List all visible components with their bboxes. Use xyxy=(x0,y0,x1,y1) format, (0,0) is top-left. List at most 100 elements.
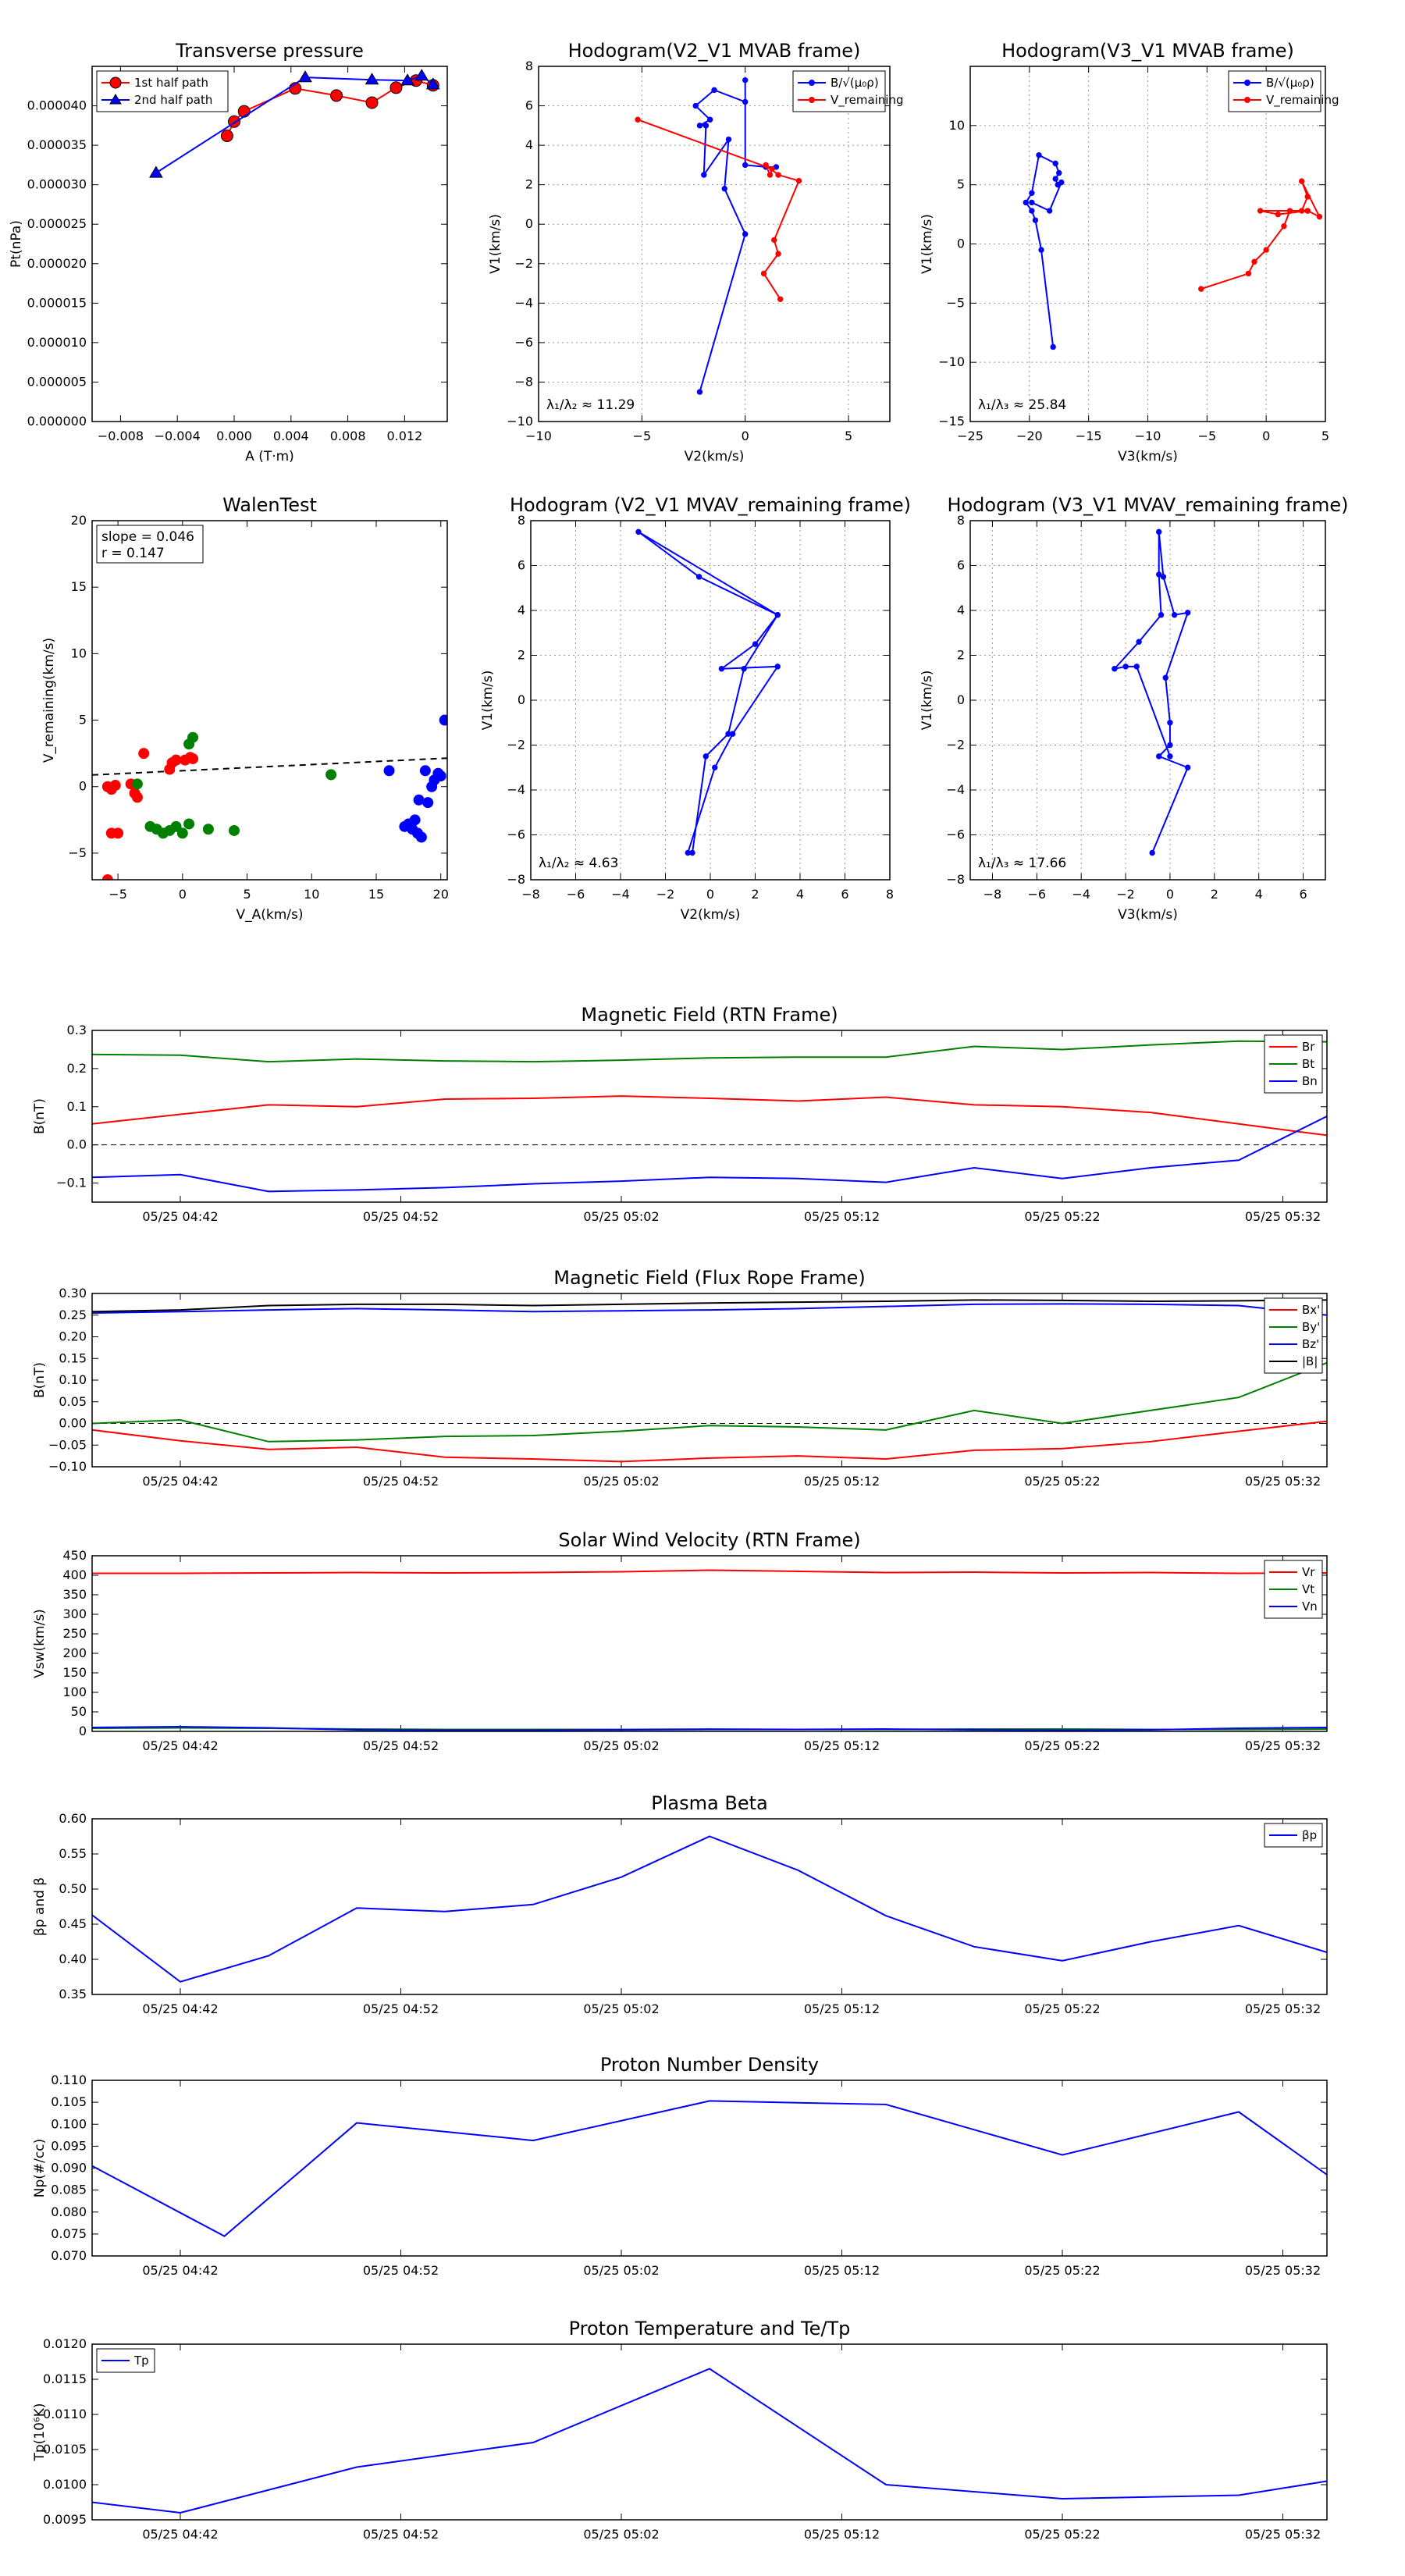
data-point xyxy=(1136,639,1142,645)
y-tick-label: −0.05 xyxy=(48,1437,87,1452)
y-tick-label: 0.1 xyxy=(67,1099,87,1114)
y-tick-label: 0.50 xyxy=(59,1881,87,1896)
data-point xyxy=(1038,247,1044,253)
y-axis-label: Np(#/cc) xyxy=(32,2139,48,2197)
x-tick-label: 05/25 04:42 xyxy=(142,1738,218,1753)
plot-frame xyxy=(91,1293,1328,1468)
data-point xyxy=(1050,343,1056,350)
plot-area xyxy=(1023,152,1323,350)
x-tick-label: 05/25 04:42 xyxy=(142,2001,218,2016)
chart-9: Plasma Beta 05/25 04:42 05/25 04:52 05/25 0… xyxy=(32,1792,1328,2016)
x-tick-label: 05/25 04:52 xyxy=(363,2001,439,2016)
y-tick-label: 0.095 xyxy=(51,2138,87,2153)
y-tick-label: −5 xyxy=(946,295,965,310)
data-point xyxy=(1058,179,1065,186)
y-axis-label: V1(km/s) xyxy=(919,214,935,274)
x-tick-label: 05/25 05:12 xyxy=(804,2263,880,2278)
x-tick-label: 05/25 05:22 xyxy=(1024,1209,1100,1224)
x-tick-label: 05/25 04:42 xyxy=(142,2263,218,2278)
y-axis-label: V1(km/s) xyxy=(488,214,503,274)
eigenvalue-ratio: λ₁/λ₃ ≈ 25.84 xyxy=(978,397,1066,413)
x-tick-label: 0.000 xyxy=(216,429,252,443)
data-point xyxy=(742,76,749,84)
y-tick-label: 0.000020 xyxy=(27,256,87,271)
y-tick-label: 0 xyxy=(79,779,87,794)
series-v-remaining-line xyxy=(1200,180,1321,290)
y-tick-label: 0 xyxy=(957,692,965,707)
y-tick-label: 200 xyxy=(62,1646,87,1660)
x-tick-label: 05/25 04:42 xyxy=(142,2527,218,2542)
chart-title: Magnetic Field (RTN Frame) xyxy=(581,1004,838,1026)
data-point xyxy=(131,778,143,790)
data-point xyxy=(422,797,434,809)
data-point xyxy=(712,764,718,770)
x-tick-label: −2 xyxy=(1116,887,1135,902)
y-tick-label: 350 xyxy=(62,1587,87,1602)
y-tick-label: 0.000030 xyxy=(27,177,87,192)
x-tick-label: 05/25 05:22 xyxy=(1024,1474,1100,1489)
y-tick-label: 6 xyxy=(957,558,965,573)
data-point xyxy=(707,116,713,123)
legend-label: B/√(μ₀ρ) xyxy=(831,76,879,90)
x-tick-label: 05/25 05:12 xyxy=(804,2001,880,2016)
y-tick-label: 0.0 xyxy=(67,1137,87,1152)
y-tick-label: −8 xyxy=(514,374,533,389)
data-point xyxy=(325,769,337,781)
legend-label: 1st half path xyxy=(134,76,208,90)
data-point xyxy=(1032,217,1039,223)
data-point xyxy=(1304,208,1311,214)
data-point xyxy=(711,87,717,94)
y-tick-label: 10 xyxy=(949,118,965,133)
x-tick-label: −5 xyxy=(1198,429,1217,443)
y-tick-label: 0.075 xyxy=(51,2226,87,2241)
chart-title: Magnetic Field (Flux Rope Frame) xyxy=(553,1267,865,1289)
x-tick-label: 15 xyxy=(368,887,384,902)
x-tick-label: 05/25 04:42 xyxy=(142,1474,218,1489)
y-tick-label: 8 xyxy=(525,59,533,73)
data-point xyxy=(187,731,199,743)
legend-label: Bx' xyxy=(1302,1303,1320,1317)
y-tick-label: 6 xyxy=(525,98,533,113)
x-tick-label: 0.004 xyxy=(273,429,309,443)
y-tick-label: 8 xyxy=(518,513,525,528)
x-tick-label: 5 xyxy=(845,429,852,443)
y-tick-label: 100 xyxy=(62,1685,87,1699)
x-axis-label: V2(km/s) xyxy=(685,449,745,464)
data-point xyxy=(112,827,124,839)
data-point xyxy=(689,849,695,856)
y-tick-label: 0.35 xyxy=(59,1987,87,2001)
x-tick-label: 8 xyxy=(886,887,894,902)
y-tick-label: 0.000040 xyxy=(27,98,87,113)
plot-area xyxy=(92,2100,1327,2237)
x-tick-label: 6 xyxy=(1299,887,1307,902)
x-axis-label: V3(km/s) xyxy=(1118,907,1178,923)
data-point xyxy=(365,96,379,109)
x-tick-label: 05/25 04:52 xyxy=(363,1209,439,1224)
plot-frame xyxy=(538,66,891,422)
y-tick-label: 0.3 xyxy=(67,1023,87,1037)
data-point xyxy=(1251,258,1257,265)
x-tick-label: 0 xyxy=(706,887,714,902)
x-tick-label: −10 xyxy=(1135,429,1161,443)
y-tick-label: 4 xyxy=(957,603,965,617)
x-tick-label: 05/25 05:12 xyxy=(804,1738,880,1753)
data-point xyxy=(1112,666,1118,672)
data-point xyxy=(771,237,777,244)
y-tick-label: 0 xyxy=(525,216,533,231)
series-bn-line xyxy=(92,1115,1327,1193)
legend: Tp xyxy=(96,2348,155,2373)
y-tick-label: −4 xyxy=(507,782,525,797)
data-point xyxy=(721,186,727,192)
x-axis-label: V2(km/s) xyxy=(681,907,741,923)
plot-frame xyxy=(91,1555,1328,1732)
legend-label: V_remaining xyxy=(831,93,904,108)
x-tick-label: −6 xyxy=(567,887,585,902)
y-tick-label: 0.070 xyxy=(51,2248,87,2263)
legend-marker xyxy=(109,94,122,105)
legend: Bx' By' Bz' |B| xyxy=(1264,1297,1323,1374)
data-point xyxy=(413,794,425,806)
x-tick-label: 2 xyxy=(751,887,759,902)
data-point xyxy=(1162,674,1168,681)
x-tick-label: −8 xyxy=(984,887,1002,902)
plot-area xyxy=(149,69,440,178)
